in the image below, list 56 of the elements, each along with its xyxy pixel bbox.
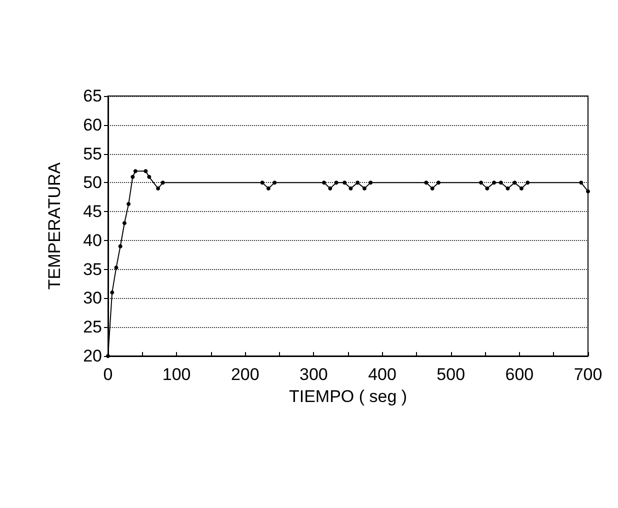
y-tick-label: 25 [83,318,102,337]
x-tick-label: 500 [436,365,466,384]
x-axis-title: TIEMPO ( seg ) [288,386,408,406]
point [348,186,353,190]
y-tick-label: 50 [83,173,102,192]
point [430,186,434,190]
point [362,186,366,190]
point [506,186,510,190]
y-tick-label: 30 [83,288,102,308]
y-tick-label: 65 [83,86,102,106]
point [334,180,338,185]
point [492,180,496,185]
y-tick-label: 35 [83,260,102,279]
point [266,186,270,190]
x-tick-label: 100 [162,365,191,384]
point [260,180,264,185]
x-tick-label: 700 [574,365,602,384]
x-tick-label: 300 [300,365,328,384]
point [272,180,277,185]
x-tick-label: 0 [103,365,113,384]
point [579,180,584,185]
point [498,180,503,185]
point [342,180,347,185]
point [106,354,110,358]
point [424,180,428,185]
x-tick-label: 200 [230,365,260,384]
x-tick-label: 600 [505,365,534,384]
y-tick-label: 55 [83,144,102,164]
y-tick-label: 40 [83,230,102,250]
point [156,186,160,190]
point [144,169,148,174]
y-axis-title: TEMPERATURA [45,162,64,290]
point [526,180,530,185]
point [130,174,135,179]
point [322,180,326,185]
y-tick-label: 60 [83,115,102,134]
point [122,221,126,226]
point [356,180,360,185]
point [133,169,138,174]
point [114,266,118,270]
point [519,186,524,190]
point [126,202,131,206]
point [160,180,165,185]
point [368,180,373,185]
x-tick-label: 400 [368,365,396,384]
point [586,189,590,194]
point [479,180,484,185]
point [436,180,441,185]
point [328,186,332,190]
point [485,186,490,190]
point [147,174,152,179]
point [118,244,122,248]
point [512,180,517,185]
y-tick-label: 45 [83,202,102,222]
y-tick-label: 20 [83,346,102,366]
point [110,290,114,294]
